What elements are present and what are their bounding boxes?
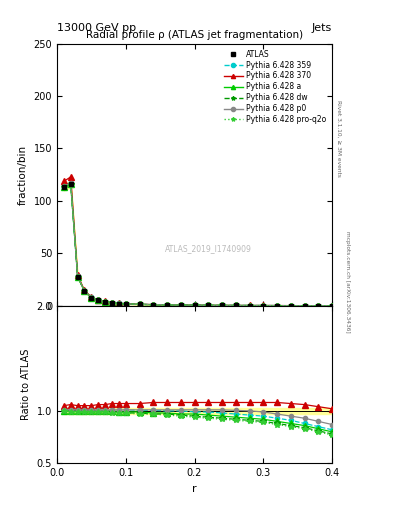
Text: Jets: Jets: [312, 23, 332, 33]
Text: 13000 GeV pp: 13000 GeV pp: [57, 23, 136, 33]
Title: Radial profile ρ (ATLAS jet fragmentation): Radial profile ρ (ATLAS jet fragmentatio…: [86, 30, 303, 40]
Y-axis label: Ratio to ATLAS: Ratio to ATLAS: [21, 349, 31, 420]
Text: mcplots.cern.ch [arXiv:1306.3436]: mcplots.cern.ch [arXiv:1306.3436]: [345, 231, 350, 332]
Y-axis label: fraction/bin: fraction/bin: [18, 145, 28, 205]
Legend: ATLAS, Pythia 6.428 359, Pythia 6.428 370, Pythia 6.428 a, Pythia 6.428 dw, Pyth: ATLAS, Pythia 6.428 359, Pythia 6.428 37…: [221, 47, 328, 126]
X-axis label: r: r: [192, 484, 197, 494]
Text: ATLAS_2019_I1740909: ATLAS_2019_I1740909: [165, 244, 252, 253]
Text: Rivet 3.1.10, ≥ 3M events: Rivet 3.1.10, ≥ 3M events: [336, 100, 341, 177]
